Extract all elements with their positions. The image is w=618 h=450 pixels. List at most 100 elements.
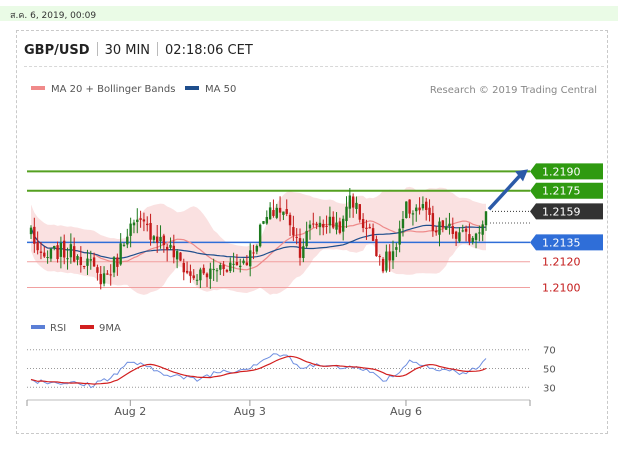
candle-body — [179, 252, 182, 261]
bollinger-band — [31, 186, 486, 295]
candle-body — [325, 225, 328, 227]
x-tick-label: Aug 2 — [114, 405, 146, 418]
candle-body — [288, 214, 292, 226]
candle-body — [318, 222, 322, 228]
candle-body — [361, 219, 365, 229]
candle-body — [159, 236, 162, 242]
candle-body — [99, 273, 102, 285]
level-box-1.2190 — [530, 163, 603, 180]
bollinger-band-area — [31, 186, 486, 295]
candle-body — [451, 226, 454, 234]
candle-body — [302, 246, 305, 258]
current-price-label: 1.2159 — [542, 205, 581, 218]
candle-body — [348, 195, 352, 209]
rsi-grid: 70 50 30 — [27, 346, 556, 394]
candle-body — [119, 243, 122, 265]
price-levels — [27, 170, 530, 289]
candle-body — [219, 265, 222, 270]
header-divider — [157, 42, 159, 56]
candle-body — [421, 204, 425, 209]
ma20-legend-swatch — [31, 86, 45, 90]
candle-body — [408, 199, 411, 214]
candle-body — [39, 251, 43, 253]
candle-body — [79, 256, 83, 266]
candle-body — [239, 265, 242, 268]
candle-body — [448, 223, 451, 227]
chart-header: GBP/USD 30 MIN 02:18:06 CET — [24, 42, 253, 58]
candle-body — [355, 202, 358, 210]
header-divider — [96, 42, 98, 56]
candle-body — [275, 207, 278, 218]
candle-body — [365, 227, 368, 229]
candle-body — [132, 222, 136, 226]
candle-body — [96, 267, 99, 273]
timeframe-label: 30 MIN — [104, 43, 151, 58]
ma50-line — [30, 224, 487, 260]
candle-body — [169, 244, 172, 248]
ma9-legend-label: 9MA — [99, 323, 121, 334]
candle-body — [411, 213, 415, 215]
ma9-legend-swatch — [80, 325, 94, 329]
ma50-legend-label: MA 50 — [205, 84, 236, 95]
candle-body — [209, 268, 212, 279]
candle-body — [212, 268, 215, 271]
candle-body — [92, 257, 96, 267]
candle-body — [371, 228, 375, 241]
candle-body — [235, 261, 239, 266]
x-axis-ticks: Aug 2 Aug 3 Aug 6 — [26, 400, 531, 418]
candle-body — [474, 233, 478, 240]
candle-body — [232, 263, 235, 265]
candle-body — [398, 228, 401, 245]
candles — [29, 188, 488, 290]
candle-body — [82, 265, 86, 267]
candle-body — [341, 218, 345, 232]
research-credit: Research © 2019 Trading Central — [430, 85, 597, 96]
candle-body — [215, 270, 219, 272]
candle-body — [89, 259, 92, 261]
candle-body — [305, 230, 308, 247]
candle-body — [454, 231, 458, 239]
candle-body — [245, 262, 249, 266]
candle-body — [484, 211, 488, 226]
level-labels: 1.2190 1.2175 1.2135 1.2120 1.2100 1.2159 — [530, 163, 603, 295]
candle-body — [225, 270, 229, 272]
candle-body — [252, 252, 255, 254]
candle-body — [69, 244, 73, 258]
candle-body — [76, 256, 79, 260]
level-label-1.2135: 1.2135 — [542, 236, 581, 249]
level-label-1.2100: 1.2100 — [542, 282, 581, 295]
candle-body — [292, 227, 295, 236]
moving-averages — [30, 220, 487, 271]
candle-body — [285, 209, 288, 214]
candle-body — [199, 269, 202, 281]
rsi-lines — [30, 353, 487, 389]
candle-body — [471, 237, 474, 242]
candle-body — [46, 257, 49, 259]
candle-body — [335, 222, 338, 230]
candle-body — [282, 211, 285, 215]
candle-body — [29, 227, 33, 235]
candle-body — [136, 219, 139, 222]
candle-body — [308, 224, 312, 229]
candle-body — [268, 207, 272, 220]
candle-body — [53, 245, 56, 249]
candle-body — [49, 248, 53, 259]
candle-body — [63, 240, 66, 258]
candle-body — [388, 251, 391, 261]
header-divider-line — [24, 66, 604, 67]
candle-body — [431, 213, 435, 231]
candle-body — [438, 221, 441, 235]
candle-body — [345, 206, 348, 222]
rsi-legend-swatch — [31, 325, 45, 329]
ma20-legend-label: MA 20 + Bollinger Bands — [51, 84, 175, 95]
candle-body — [312, 223, 315, 225]
candle-body — [156, 236, 159, 243]
rsi-line — [30, 353, 487, 389]
candle-body — [59, 242, 63, 257]
candle-body — [464, 228, 468, 232]
forecast-arrow-shaft — [487, 172, 524, 211]
candle-body — [481, 224, 484, 235]
candle-body — [229, 262, 232, 271]
candle-body — [152, 236, 156, 240]
rsi-tick-30: 30 — [543, 383, 556, 394]
